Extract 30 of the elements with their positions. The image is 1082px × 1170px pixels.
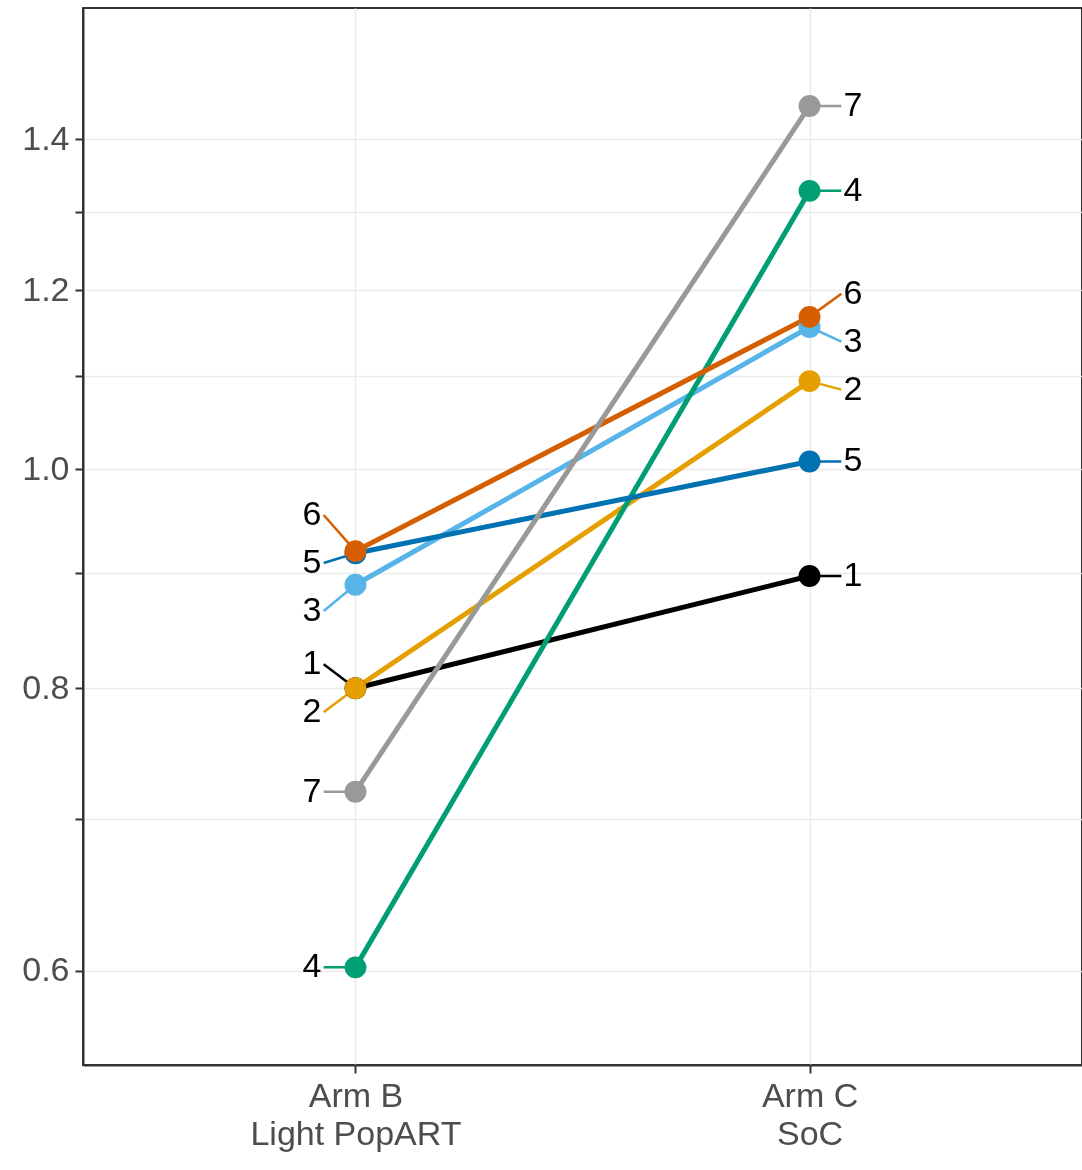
text: 7 bbox=[302, 770, 322, 809]
legend-label: 6 bbox=[843, 272, 863, 311]
point bbox=[344, 573, 367, 596]
y-tick-label: 0.6 bbox=[22, 950, 70, 989]
text: 4 bbox=[302, 946, 322, 985]
legend-label: 2 bbox=[843, 368, 863, 407]
text: 2 bbox=[302, 691, 322, 730]
text: 1 bbox=[302, 643, 322, 682]
y-tick-label: 0.8 bbox=[22, 667, 70, 706]
legend-label: 4 bbox=[843, 169, 863, 208]
legend-label: 3 bbox=[843, 320, 863, 359]
text: 6 bbox=[302, 494, 322, 533]
point bbox=[798, 370, 821, 393]
point bbox=[798, 305, 821, 328]
text: 5 bbox=[302, 542, 322, 581]
legend-label: 7 bbox=[843, 84, 863, 123]
point bbox=[798, 95, 821, 117]
y-tick-label: 1.4 bbox=[22, 118, 70, 157]
x-tick-label: Arm C SoC bbox=[761, 1075, 859, 1152]
x-tick-label: Arm B Light PopART bbox=[250, 1075, 462, 1152]
point bbox=[344, 780, 367, 803]
text: 3 bbox=[302, 590, 322, 629]
point bbox=[344, 956, 367, 979]
point bbox=[798, 565, 821, 587]
y-tick-label: 1.0 bbox=[22, 448, 70, 487]
y-tick-label: 1.2 bbox=[22, 269, 70, 308]
point bbox=[798, 179, 821, 202]
legend-label: 5 bbox=[843, 440, 863, 479]
legend-label: 1 bbox=[843, 554, 863, 593]
point bbox=[798, 450, 821, 473]
